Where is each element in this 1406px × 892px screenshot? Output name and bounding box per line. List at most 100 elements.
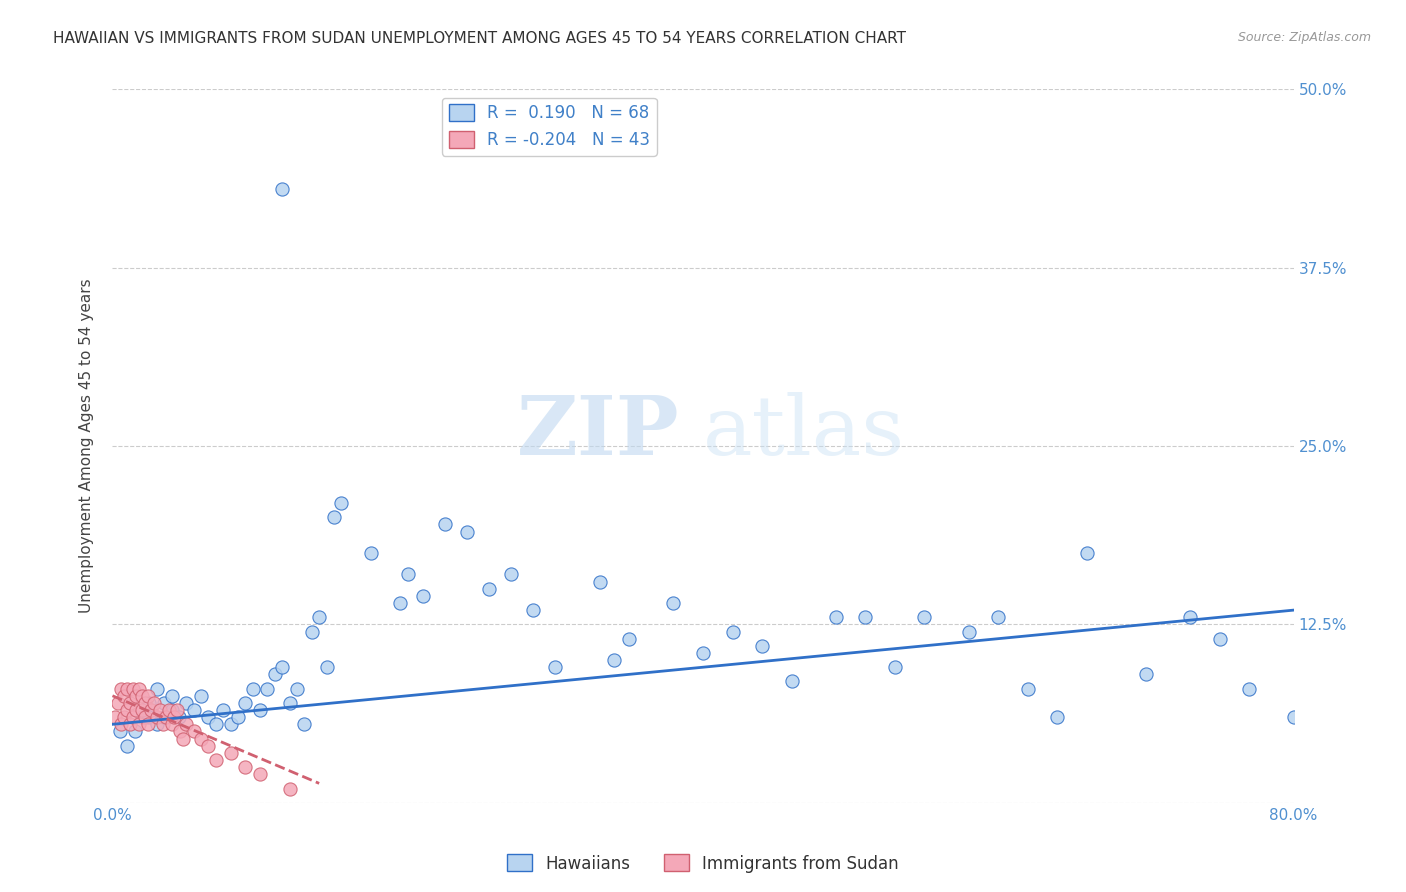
Point	[197, 739, 219, 753]
Point	[323, 510, 346, 524]
Point	[117, 681, 138, 696]
Point	[411, 589, 433, 603]
Point	[131, 689, 153, 703]
Point	[271, 660, 294, 674]
Point	[249, 703, 271, 717]
Point	[117, 739, 138, 753]
Point	[197, 710, 219, 724]
Point	[125, 689, 148, 703]
Point	[183, 724, 205, 739]
Point	[108, 724, 131, 739]
Point	[190, 689, 212, 703]
Point	[233, 760, 256, 774]
Point	[134, 696, 156, 710]
Point	[360, 546, 382, 560]
Point	[205, 753, 228, 767]
Point	[544, 660, 567, 674]
Point	[138, 696, 160, 710]
Point	[163, 710, 186, 724]
Point	[157, 703, 180, 717]
Point	[242, 681, 264, 696]
Point	[501, 567, 523, 582]
Point	[128, 717, 150, 731]
Point	[233, 696, 256, 710]
Point	[139, 703, 162, 717]
Point	[619, 632, 641, 646]
Legend: Hawaiians, Immigrants from Sudan: Hawaiians, Immigrants from Sudan	[501, 847, 905, 880]
Point	[122, 681, 145, 696]
Point	[884, 660, 907, 674]
Point	[478, 582, 501, 596]
Point	[914, 610, 936, 624]
Point	[122, 710, 145, 724]
Text: Source: ZipAtlas.com: Source: ZipAtlas.com	[1237, 31, 1371, 45]
Point	[205, 717, 228, 731]
Point	[110, 717, 132, 731]
Legend: R =  0.190   N = 68, R = -0.204   N = 43: R = 0.190 N = 68, R = -0.204 N = 43	[441, 97, 657, 155]
Point	[134, 710, 156, 724]
Point	[136, 689, 159, 703]
Point	[249, 767, 271, 781]
Point	[146, 681, 169, 696]
Point	[169, 724, 191, 739]
Point	[433, 517, 456, 532]
Point	[155, 710, 177, 724]
Point	[271, 182, 294, 196]
Point	[396, 567, 419, 582]
Point	[131, 710, 153, 724]
Point	[751, 639, 773, 653]
Point	[153, 710, 176, 724]
Point	[174, 717, 197, 731]
Point	[522, 603, 544, 617]
Point	[120, 717, 142, 731]
Point	[120, 696, 142, 710]
Point	[219, 746, 242, 760]
Point	[160, 689, 183, 703]
Point	[160, 703, 183, 717]
Point	[167, 710, 190, 724]
Point	[172, 731, 194, 746]
Point	[957, 624, 980, 639]
Point	[124, 724, 146, 739]
Point	[219, 717, 242, 731]
Point	[107, 696, 129, 710]
Point	[183, 703, 205, 717]
Point	[1239, 681, 1261, 696]
Point	[125, 703, 148, 717]
Point	[588, 574, 610, 589]
Point	[153, 696, 176, 710]
Point	[138, 710, 160, 724]
Point	[1135, 667, 1157, 681]
Point	[780, 674, 803, 689]
Point	[1046, 710, 1069, 724]
Point	[456, 524, 478, 539]
Point	[264, 667, 287, 681]
Point	[149, 703, 172, 717]
Point	[603, 653, 626, 667]
Point	[1208, 632, 1232, 646]
Point	[692, 646, 714, 660]
Point	[146, 710, 169, 724]
Point	[104, 710, 127, 724]
Point	[226, 710, 249, 724]
Point	[278, 781, 301, 796]
Point	[855, 610, 877, 624]
Point	[166, 703, 188, 717]
Point	[308, 610, 330, 624]
Point	[1282, 710, 1305, 724]
Point	[128, 681, 150, 696]
Text: ZIP: ZIP	[517, 392, 679, 472]
Point	[152, 717, 174, 731]
Point	[1076, 546, 1098, 560]
Point	[256, 681, 278, 696]
Point	[117, 703, 138, 717]
Text: atlas: atlas	[703, 392, 905, 472]
Point	[142, 696, 165, 710]
Point	[174, 696, 197, 710]
Point	[721, 624, 744, 639]
Point	[1178, 610, 1201, 624]
Point	[292, 717, 315, 731]
Point	[160, 717, 183, 731]
Text: HAWAIIAN VS IMMIGRANTS FROM SUDAN UNEMPLOYMENT AMONG AGES 45 TO 54 YEARS CORRELA: HAWAIIAN VS IMMIGRANTS FROM SUDAN UNEMPL…	[53, 31, 907, 46]
Point	[285, 681, 308, 696]
